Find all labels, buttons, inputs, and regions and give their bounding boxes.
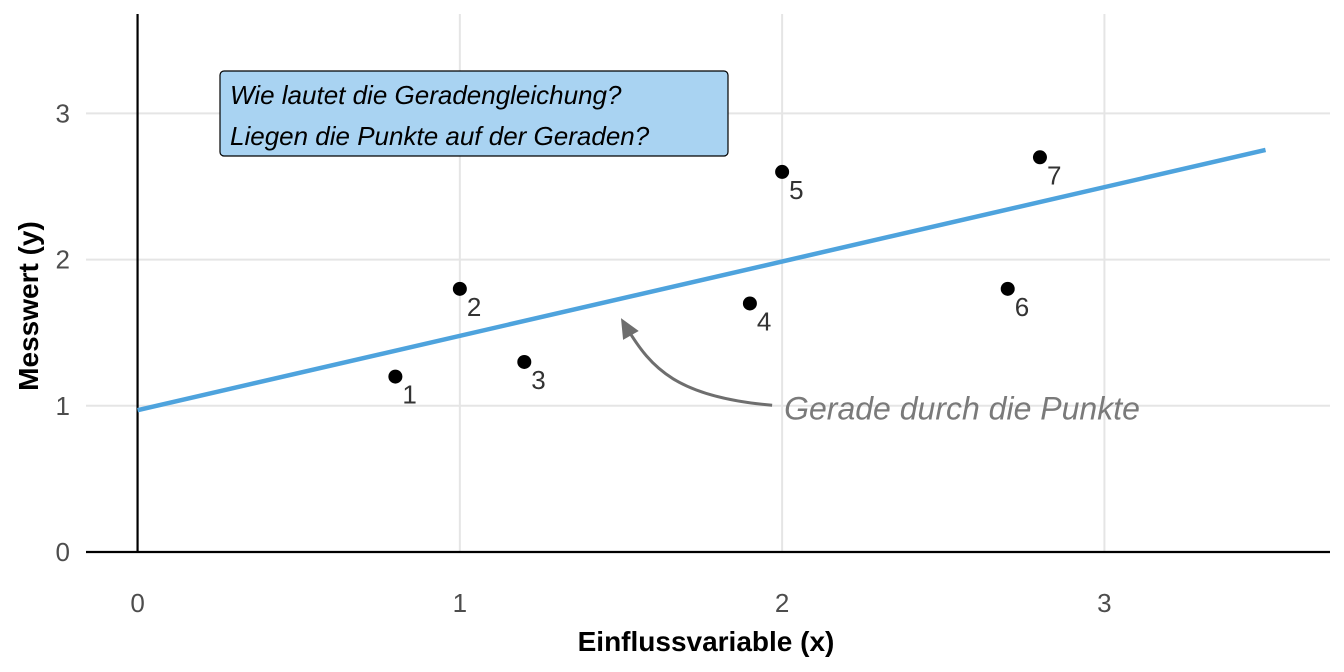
point-label-3: 3	[531, 365, 545, 395]
x-axis-title: Einflussvariable (x)	[578, 626, 835, 657]
y-axis-title: Messwert (y)	[13, 221, 44, 391]
x-tick-label-1: 1	[453, 588, 467, 618]
data-points: 1 2 3 4 5 6 7	[388, 150, 1061, 410]
point-label-6: 6	[1015, 292, 1029, 322]
y-tick-label-0: 0	[56, 537, 70, 567]
annotation-text: Gerade durch die Punkte	[784, 390, 1140, 426]
point-label-4: 4	[757, 306, 771, 336]
point-label-7: 7	[1047, 160, 1061, 190]
point-label-1: 1	[402, 380, 416, 410]
annotation-arrowhead	[620, 318, 639, 340]
question-line-2: Liegen die Punkte auf der Geraden?	[230, 121, 650, 151]
y-tick-label-1: 1	[56, 391, 70, 421]
x-tick-label-0: 0	[130, 588, 144, 618]
data-point-2	[452, 281, 467, 296]
annotation-arrow	[625, 327, 773, 407]
question-box-background	[219, 70, 729, 157]
point-label-2: 2	[467, 292, 481, 322]
data-point-4	[742, 296, 757, 311]
regression-line-group	[137, 147, 1267, 413]
x-tick-label-3: 3	[1097, 588, 1111, 618]
question-line-1: Wie lautet die Geradengleichung?	[230, 80, 622, 110]
data-point-5	[775, 164, 790, 179]
data-point-3	[517, 354, 532, 369]
y-tick-label-3: 3	[56, 98, 70, 128]
annotation: Gerade durch die Punkte	[620, 318, 1140, 426]
question-box: Wie lautet die Geradengleichung? Liegen …	[219, 70, 729, 157]
data-point-7	[1032, 150, 1047, 165]
tick-labels: 0 1 2 3 0 1 2 3	[56, 98, 1112, 618]
y-tick-label-2: 2	[56, 245, 70, 275]
point-label-5: 5	[789, 175, 803, 205]
data-point-1	[388, 369, 403, 384]
data-point-6	[1000, 281, 1015, 296]
regression-line	[137, 147, 1267, 413]
axes	[86, 14, 1330, 554]
x-tick-label-2: 2	[775, 588, 789, 618]
